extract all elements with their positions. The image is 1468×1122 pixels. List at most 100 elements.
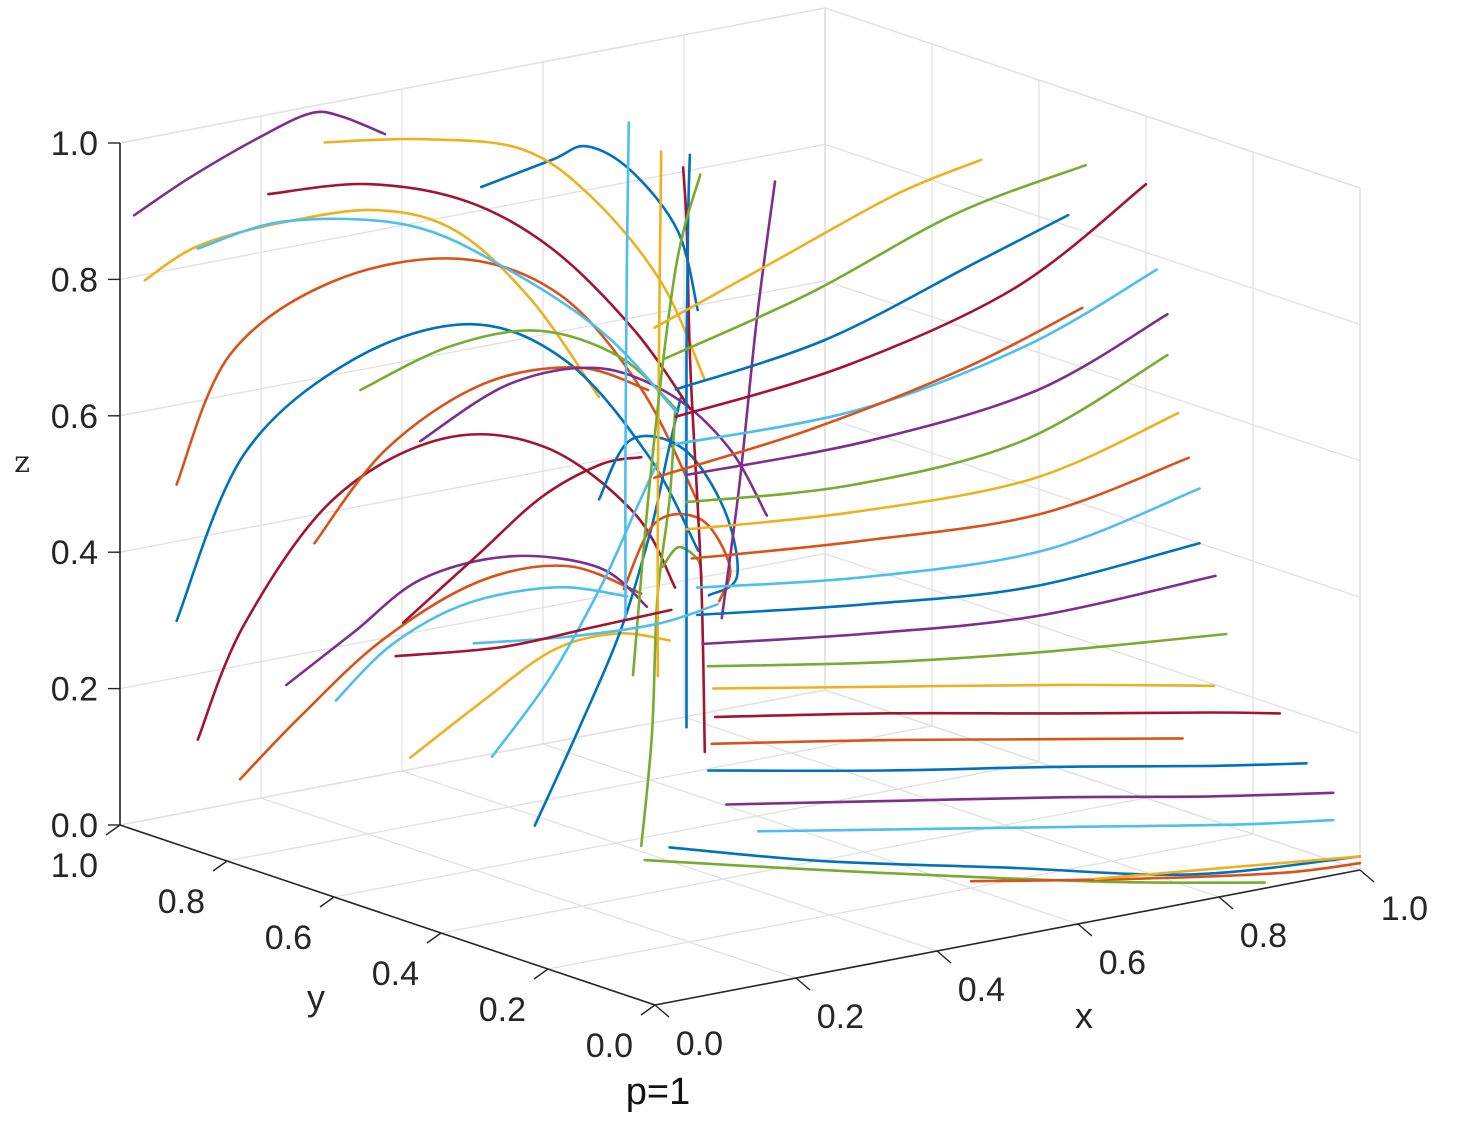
trajectory-52 [653,158,983,329]
trajectory-4 [175,257,700,505]
trajectory-45 [685,411,1180,531]
trajectory-9 [334,585,629,702]
y-tick-label: 0.6 [265,919,312,957]
trajectory-13 [490,461,659,758]
y-axis-line [119,824,656,1006]
trajectory-18 [196,217,678,414]
trajectory-48 [674,268,1158,446]
x-tick-label: 0.6 [1099,944,1146,982]
grid-line-x [683,716,1220,898]
trajectory-46 [685,353,1169,504]
grid-line-y [119,689,826,826]
y-tick-label: 0.4 [372,955,419,993]
grid-line-z [824,416,1361,598]
y-tick-mark [105,824,121,836]
y-tick-label: 0.0 [586,1027,633,1065]
x-tick-label: 0.0 [676,1025,723,1063]
trajectory-32 [969,861,1362,883]
grid-line-z [824,280,1361,462]
y-tick-label: 0.8 [158,883,205,921]
y-tick-mark [319,896,335,908]
grid-lines [119,7,1361,1006]
z-tick-label: 0.2 [51,671,98,709]
trajectory-55 [394,608,673,658]
trajectory-layer [132,110,1362,885]
y-tick-mark [426,932,442,944]
grid-line-z [119,7,826,144]
x-tick-mark [936,950,952,964]
trajectory-41 [701,574,1217,646]
trajectory-43 [695,487,1201,589]
x-tick-label: 0.2 [817,998,864,1036]
trajectory-39 [712,683,1216,690]
grid-line-z [824,7,1361,189]
y-tick-mark [533,968,549,980]
trajectory-7 [238,564,643,781]
axes-lines [105,142,1375,1018]
trajectory-19 [267,182,692,411]
x-tick-mark [1077,923,1093,937]
axes-box-back [119,7,1361,871]
trajectory-6 [196,433,677,741]
grid-line-y [440,797,1147,934]
trajectory-2 [480,144,699,312]
z-tick-label: 0.8 [51,261,98,299]
trajectory-35 [725,791,1335,806]
grid-line-x [542,743,1079,925]
trajectory-37 [710,737,1184,746]
trajectory-44 [690,456,1191,560]
trajectory-47 [685,312,1169,477]
grid-line-z [119,280,826,417]
trajectory-49 [674,182,1148,418]
trajectory-11 [533,397,682,827]
trajectory-51 [663,163,1087,360]
trajectory-8 [285,554,649,687]
x-axis-label: x [1075,995,1093,1036]
trajectory-40 [706,632,1228,668]
trajectory-27 [624,121,631,622]
x-tick-label: 1.0 [1381,890,1428,928]
trajectory-53 [653,306,1084,479]
trajectory-50 [674,213,1070,391]
x-axis-line [654,869,1361,1006]
y-tick-mark [212,860,228,872]
grid-line-x [824,689,1361,871]
z-tick-label: 0.6 [51,398,98,436]
y-tick-label: 0.2 [479,991,526,1029]
trajectory-16 [313,365,650,545]
grid-line-z [119,143,826,281]
grid-line-z [824,143,1361,326]
x-tick-mark [654,1004,670,1018]
trajectory-29 [631,173,702,677]
x-tick-mark [1359,869,1375,883]
trajectory-5 [175,322,700,623]
trajectory-14 [402,455,643,624]
y-axis-label: y [307,977,325,1018]
trajectory-33 [1093,855,1362,881]
tick-labels: 0.0 0.0 0.0 0.2 0.2 0.2 0.4 0.4 0.4 0.6 0.6 0.6 0.8 0… [51,125,1428,1065]
z-tick-label: 1.0 [51,125,98,163]
trajectory-15 [359,329,678,411]
z-tick-label: 0.4 [51,534,98,572]
figure-caption: p=1 [626,1071,690,1113]
grid-line-y [226,725,933,862]
trajectory-34 [757,818,1335,833]
trajectory-38 [713,711,1282,719]
trajectory-42 [695,541,1201,617]
y-tick-mark [640,1004,656,1016]
trajectory-10 [409,632,672,759]
trajectory-36 [707,762,1308,773]
x-tick-mark [795,977,811,991]
trajectory-1 [132,110,387,217]
y-tick-label: 1.0 [51,847,98,885]
trajectory-28 [720,180,777,620]
grid-line-x [260,797,797,979]
z-axis-label: z [14,445,30,480]
grid-line-z [824,552,1361,735]
trajectory-30 [668,846,1362,877]
x-tick-mark [1218,896,1234,910]
trajectory-54 [472,603,719,645]
z-tick-label: 0.0 [51,807,98,845]
trajectory-20 [323,137,706,381]
